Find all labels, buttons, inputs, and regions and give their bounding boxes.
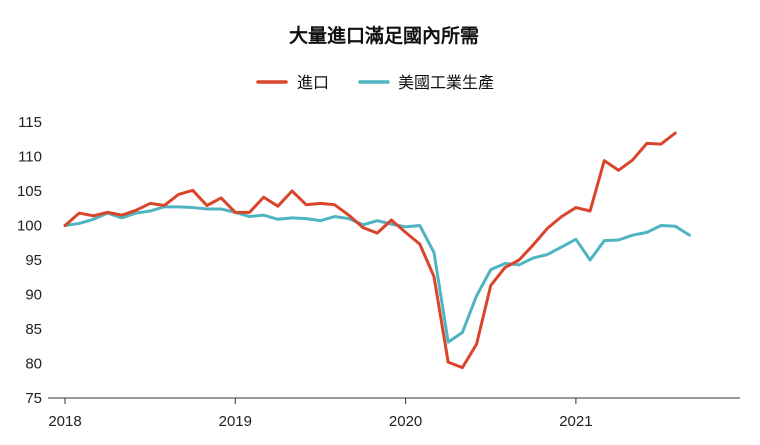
y-tick-label: 105 [17, 183, 42, 200]
legend-label-imports: 進口 [297, 73, 329, 92]
y-tick-label: 85 [25, 321, 42, 338]
chart-title: 大量進口滿足國內所需 [289, 24, 479, 47]
series-line-imports [63, 131, 677, 370]
y-tick-label: 95 [25, 252, 42, 269]
y-tick-label: 110 [18, 149, 42, 166]
x-tick-label: 2018 [48, 413, 81, 430]
y-tick-label: 115 [18, 114, 42, 131]
legend: 進口 美國工業生產 [256, 73, 494, 92]
y-tick-label: 90 [25, 287, 42, 304]
x-tick-label: 2019 [219, 413, 252, 430]
y-tick-label: 100 [17, 218, 42, 235]
legend-label-industrial-production: 美國工業生產 [398, 73, 494, 92]
x-tick-label: 2020 [389, 413, 422, 430]
x-tick-label: 2021 [559, 413, 592, 430]
y-tick-label: 80 [25, 356, 42, 373]
series-line-industrial-production [63, 205, 691, 344]
y-axis-ticks: 115 110 105 100 95 90 85 80 75 [17, 114, 42, 407]
x-axis-ticks: 2018 2019 2020 2021 [48, 398, 593, 430]
series-layer [63, 131, 691, 370]
y-tick-label: 75 [25, 390, 42, 407]
